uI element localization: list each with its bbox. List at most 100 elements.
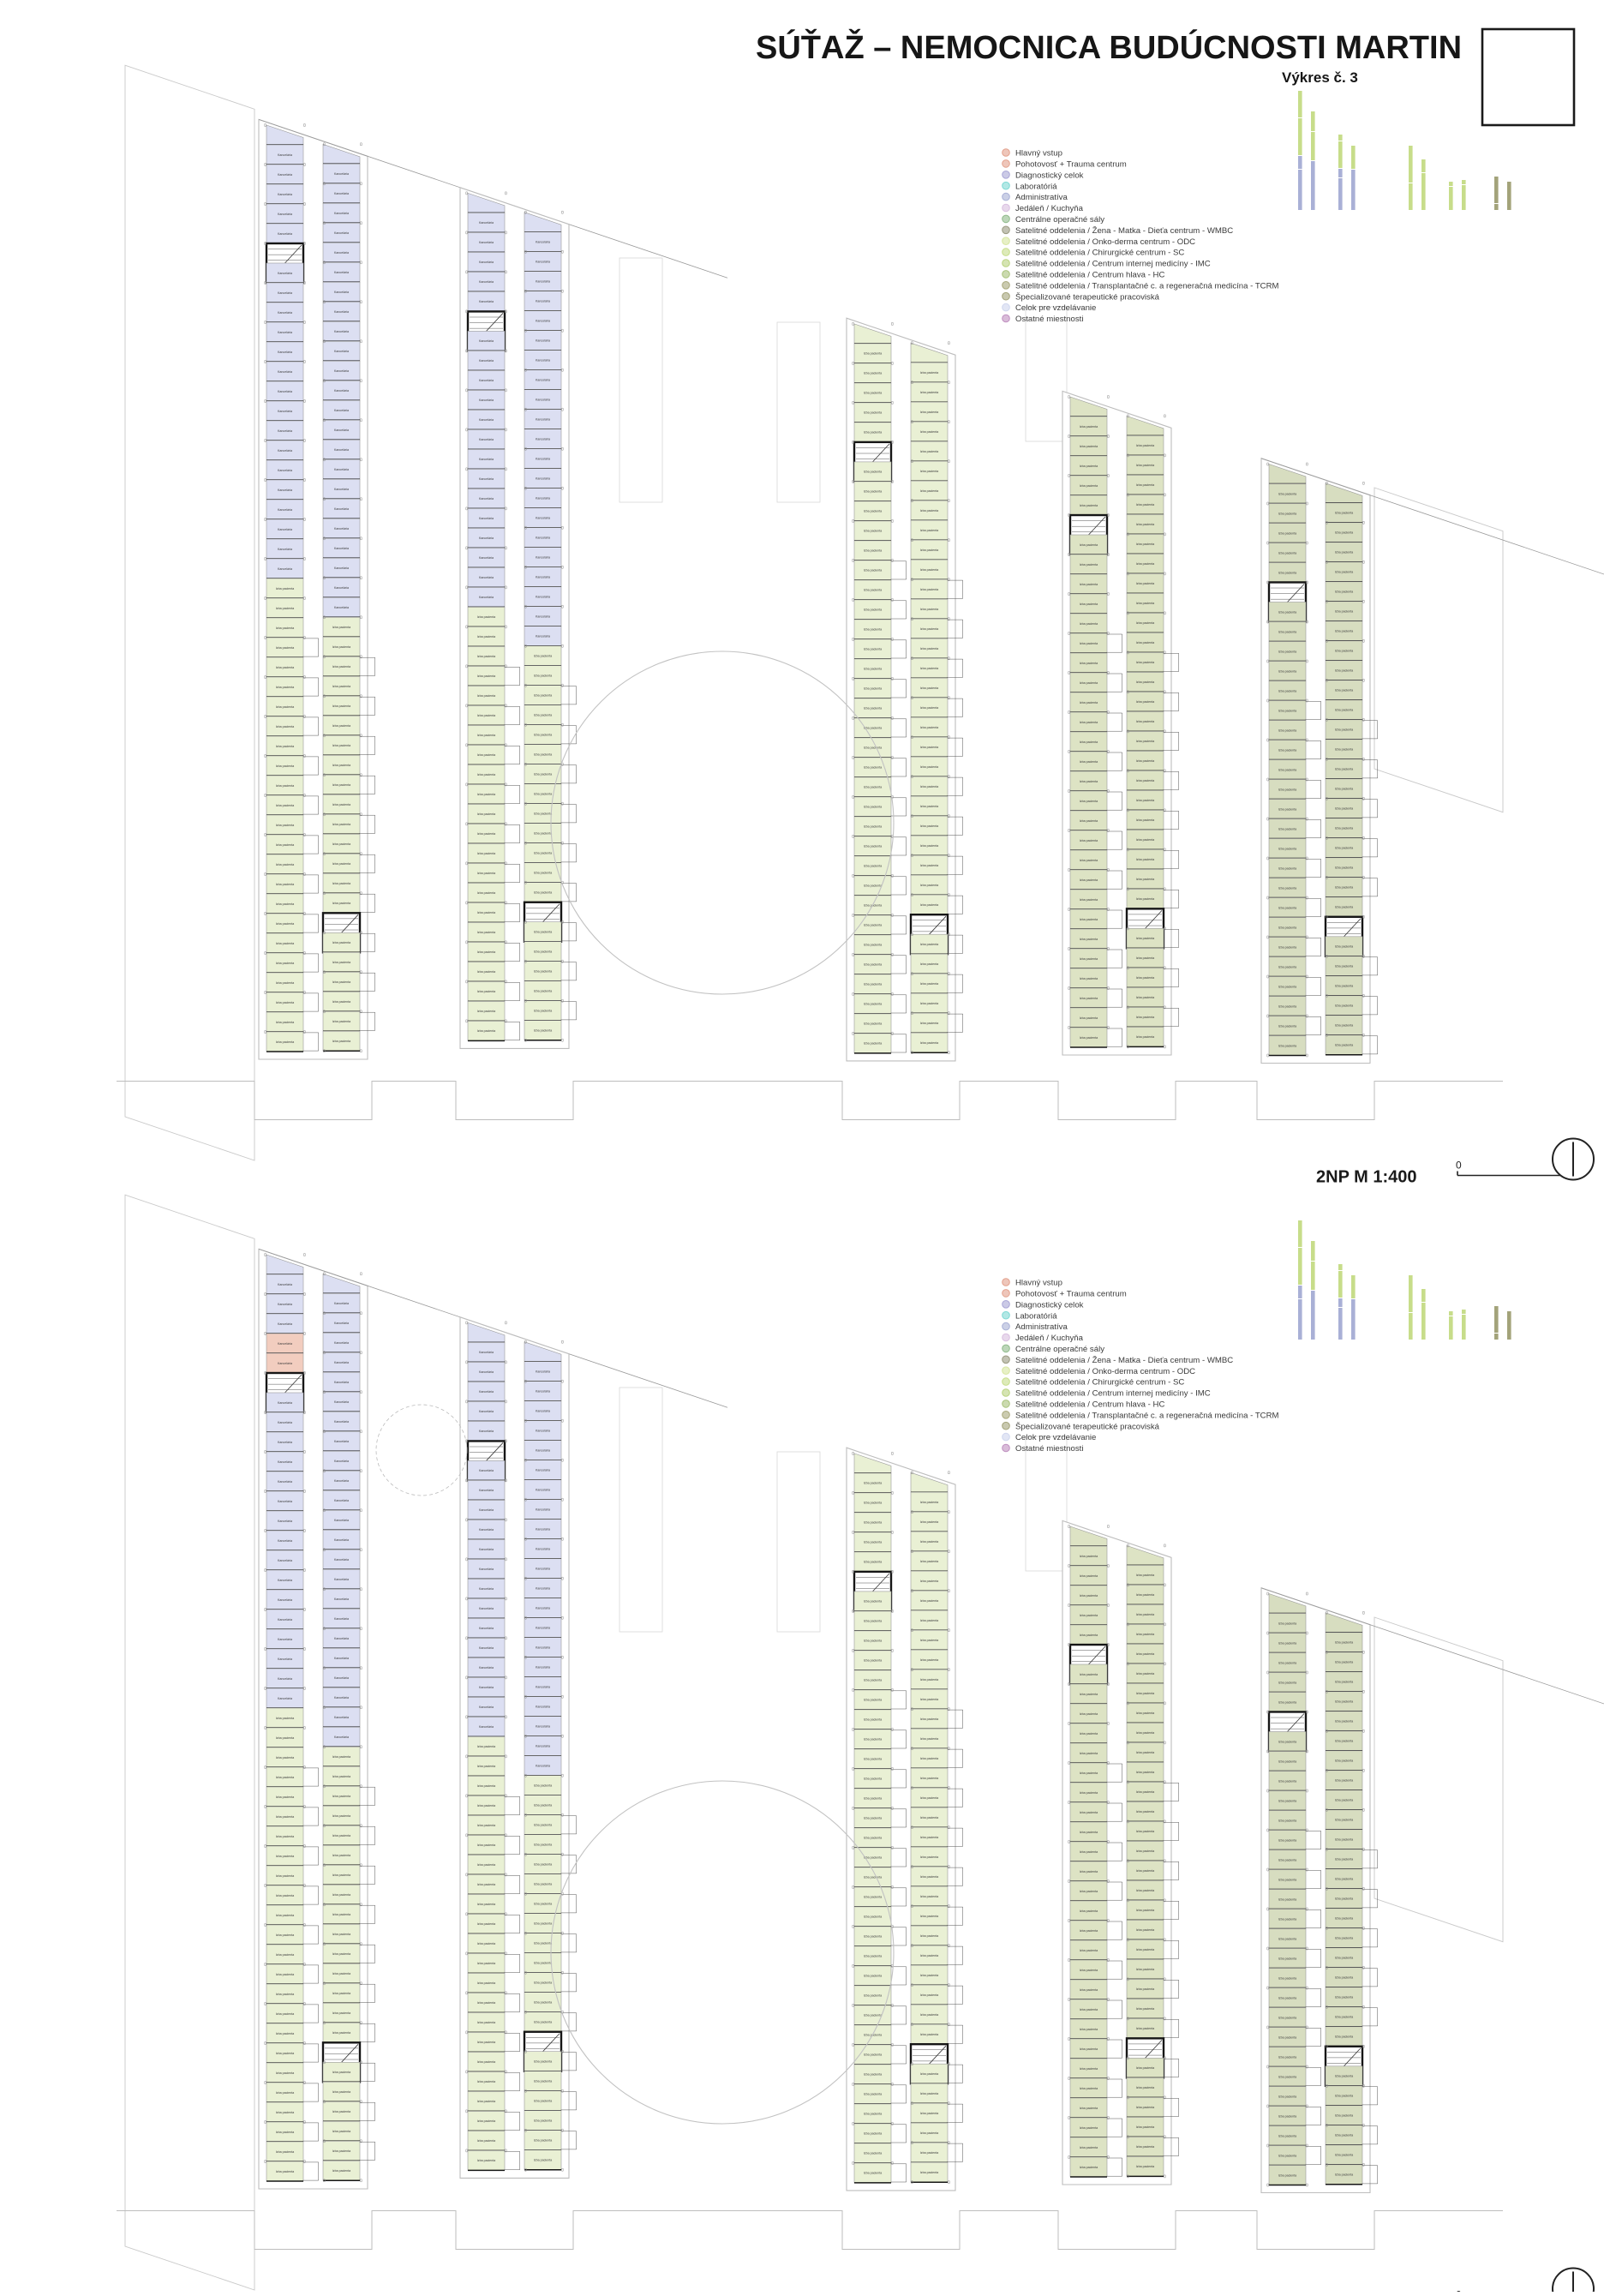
svg-text:Izba pacienta: Izba pacienta [1080,1890,1098,1893]
svg-text:Izba pacienta: Izba pacienta [332,2090,350,2094]
svg-text:Izba pacienta: Izba pacienta [1278,965,1296,968]
svg-text:Izba pacienta: Izba pacienta [332,1775,350,1778]
svg-text:Izba pacienta: Izba pacienta [1080,1811,1098,1814]
svg-text:Izba pacienta: Izba pacienta [1335,965,1353,968]
svg-text:Kancelária: Kancelária [334,547,349,550]
svg-text:Izba pacienta: Izba pacienta [1278,1937,1296,1940]
svg-text:Izba pacienta: Izba pacienta [1080,740,1098,744]
svg-text:Izba pacienta: Izba pacienta [920,824,938,828]
svg-text:Izba pacienta: Izba pacienta [864,963,882,967]
svg-text:Izba pacienta: Izba pacienta [1136,1810,1154,1813]
svg-text:Kancelária: Kancelária [479,497,494,501]
svg-text:Satelitné oddelenia / Žena - M: Satelitné oddelenia / Žena - Matka - Die… [1015,1356,1233,1365]
svg-text:Izba pacienta: Izba pacienta [332,941,350,944]
svg-text:Izba pacienta: Izba pacienta [1335,2154,1353,2157]
svg-text:Izba pacienta: Izba pacienta [276,2032,294,2035]
svg-text:Kancelária: Kancelária [479,1627,494,1630]
svg-text:Izba pacienta: Izba pacienta [477,2001,495,2005]
svg-text:Izba pacienta: Izba pacienta [864,608,882,612]
svg-text:Izba pacienta: Izba pacienta [534,832,552,836]
svg-text:Izba pacienta: Izba pacienta [276,587,294,590]
svg-text:Kancelária: Kancelária [334,251,349,255]
svg-text:Izba pacienta: Izba pacienta [1278,906,1296,909]
svg-text:Izba pacienta: Izba pacienta [920,686,938,690]
svg-text:Špecializované terapeutické pr: Špecializované terapeutické pracoviská [1015,1422,1160,1431]
svg-text:Kancelária: Kancelária [278,311,292,315]
svg-text:Izba pacienta: Izba pacienta [332,2169,350,2173]
svg-text:Kancelária: Kancelária [278,1677,292,1681]
svg-text:Izba pacienta: Izba pacienta [276,1914,294,1917]
svg-text:Kancelária: Kancelária [334,1735,349,1739]
svg-text:Kancelária: Kancelária [334,429,349,432]
svg-text:Kancelária: Kancelária [278,153,292,157]
svg-text:Izba pacienta: Izba pacienta [1278,1976,1296,1980]
svg-text:Izba pacienta: Izba pacienta [477,655,495,658]
svg-text:Kancelária: Kancelária [536,1706,550,1709]
svg-text:Diagnostický celok: Diagnostický celok [1015,171,1084,180]
svg-text:Izba pacienta: Izba pacienta [920,588,938,591]
svg-text:Izba pacienta: Izba pacienta [1136,2145,1154,2149]
svg-text:Kancelária: Kancelária [536,458,550,461]
svg-text:Kancelária: Kancelária [536,537,550,540]
svg-text:Izba pacienta: Izba pacienta [276,922,294,926]
svg-text:Izba pacienta: Izba pacienta [1278,1819,1296,1822]
svg-text:Izba pacienta: Izba pacienta [920,1041,938,1045]
svg-text:Izba pacienta: Izba pacienta [1278,1661,1296,1664]
svg-text:Izba pacienta: Izba pacienta [1136,838,1154,842]
svg-text:Izba pacienta: Izba pacienta [1136,1016,1154,1019]
svg-text:Izba pacienta: Izba pacienta [920,2072,938,2076]
svg-text:Izba pacienta: Izba pacienta [1278,748,1296,752]
svg-text:Izba pacienta: Izba pacienta [1335,1937,1353,1940]
svg-text:Izba pacienta: Izba pacienta [920,1658,938,1662]
svg-text:Izba pacienta: Izba pacienta [332,862,350,866]
svg-text:Izba pacienta: Izba pacienta [1278,866,1296,870]
svg-text:Izba pacienta: Izba pacienta [1080,1614,1098,1617]
svg-text:Izba pacienta: Izba pacienta [920,608,938,611]
svg-text:Izba pacienta: Izba pacienta [864,372,882,375]
svg-text:Izba pacienta: Izba pacienta [477,931,495,934]
svg-text:Izba pacienta: Izba pacienta [534,1981,552,1985]
svg-text:Izba pacienta: Izba pacienta [1080,563,1098,567]
svg-text:Izba pacienta: Izba pacienta [1136,1909,1154,1912]
svg-text:Izba pacienta: Izba pacienta [864,1955,882,1958]
svg-text:Izba pacienta: Izba pacienta [276,2091,294,2095]
svg-text:Laboratóriá: Laboratóriá [1015,1311,1057,1321]
svg-text:Kancelária: Kancelária [334,1322,349,1325]
svg-text:Izba pacienta: Izba pacienta [920,1002,938,1005]
svg-text:Kancelária: Kancelária [334,1578,349,1581]
svg-text:Kancelária: Kancelária [278,1598,292,1602]
svg-text:Izba pacienta: Izba pacienta [1335,886,1353,890]
svg-text:Izba pacienta: Izba pacienta [1278,2173,1296,2177]
svg-text:Izba pacienta: Izba pacienta [1278,630,1296,633]
svg-text:Izba pacienta: Izba pacienta [534,852,552,855]
svg-text:Izba pacienta: Izba pacienta [864,1975,882,1978]
svg-text:Izba pacienta: Izba pacienta [1080,1949,1098,1952]
svg-text:Izba pacienta: Izba pacienta [920,1993,938,1997]
svg-text:Izba pacienta: Izba pacienta [920,1915,938,1918]
svg-text:Kancelária: Kancelária [334,567,349,570]
svg-text:Izba pacienta: Izba pacienta [534,1784,552,1788]
svg-text:Izba pacienta: Izba pacienta [920,1678,938,1682]
svg-text:Izba pacienta: Izba pacienta [477,2159,495,2162]
svg-text:Kancelária: Kancelária [278,1697,292,1700]
svg-text:Kancelária: Kancelária [479,339,494,343]
svg-text:Izba pacienta: Izba pacienta [1136,1593,1154,1597]
svg-text:Izba pacienta: Izba pacienta [920,1796,938,1800]
svg-text:Izba pacienta: Izba pacienta [1335,866,1353,870]
svg-text:Izba pacienta: Izba pacienta [920,864,938,867]
svg-text:Izba pacienta: Izba pacienta [1080,2146,1098,2149]
svg-text:Izba pacienta: Izba pacienta [332,803,350,806]
svg-text:Izba pacienta: Izba pacienta [332,783,350,787]
svg-text:Kancelária: Kancelária [278,528,292,531]
svg-text:Izba pacienta: Izba pacienta [276,1717,294,1720]
svg-text:Kancelária: Kancelária [479,280,494,284]
svg-text:Izba pacienta: Izba pacienta [1335,1740,1353,1743]
svg-text:Izba pacienta: Izba pacienta [276,784,294,788]
svg-text:Kancelária: Kancelária [479,458,494,461]
svg-text:Izba pacienta: Izba pacienta [1335,610,1353,614]
svg-text:Izba pacienta: Izba pacienta [534,694,552,698]
svg-text:Izba pacienta: Izba pacienta [1136,1633,1154,1636]
svg-text:Satelitné oddelenia / Transpla: Satelitné oddelenia / Transplantačné c. … [1015,281,1279,291]
svg-text:Izba pacienta: Izba pacienta [864,865,882,868]
svg-text:Izba pacienta: Izba pacienta [920,1619,938,1622]
